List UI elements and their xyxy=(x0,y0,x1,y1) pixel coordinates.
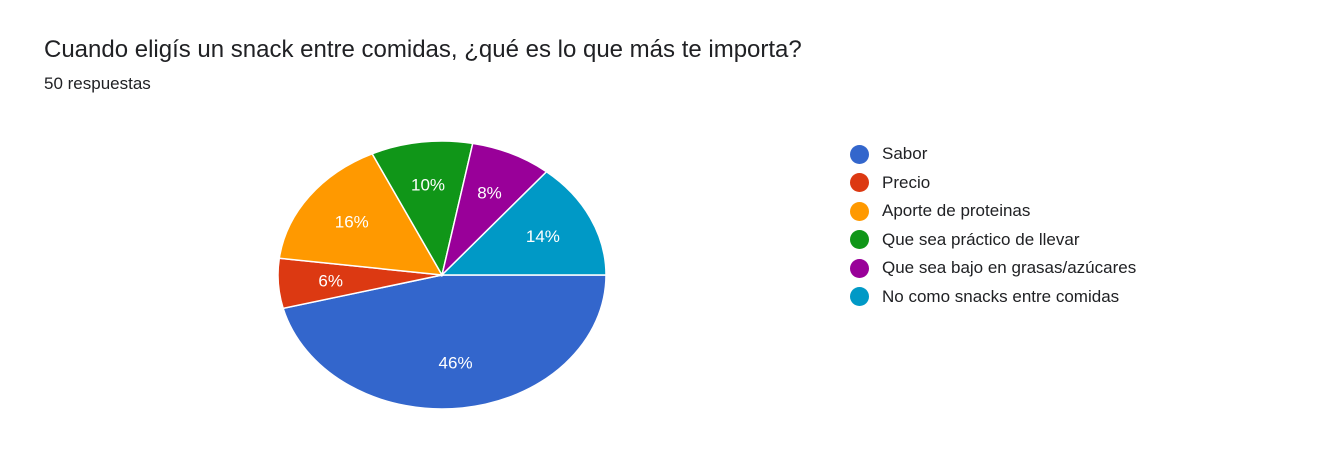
legend-swatch xyxy=(850,287,869,307)
slice-label-que-sea-bajo-en-grasas-azucares: 8% xyxy=(477,184,502,203)
legend-swatch xyxy=(850,144,869,164)
pie-slice-aporte-de-proteinas[interactable] xyxy=(278,152,444,276)
slice-label-sabor: 46% xyxy=(439,354,473,373)
legend-swatch xyxy=(850,173,869,193)
pie-slice-que-sea-practico-de-llevar[interactable] xyxy=(371,140,474,278)
pie-slice-no-como-snacks-entre-comidas[interactable] xyxy=(440,170,607,276)
legend-label: Que sea práctico de llevar xyxy=(882,229,1080,249)
legend-label: Precio xyxy=(882,172,931,192)
legend-item-aporte-proteinas[interactable]: Aporte de proteinas xyxy=(850,197,1136,226)
legend-item-precio[interactable]: Precio xyxy=(850,169,1136,198)
slice-label-que-sea-practico-de-llevar: 10% xyxy=(411,176,445,195)
legend: Sabor Precio Aporte de proteinas Que sea… xyxy=(850,140,1136,311)
chart-title: Cuando eligís un snack entre comidas, ¿q… xyxy=(44,36,802,63)
legend-item-bajo-grasas[interactable]: Que sea bajo en grasas/azúcares xyxy=(850,254,1136,283)
legend-swatch xyxy=(850,201,869,221)
pie-slice-sabor[interactable] xyxy=(282,274,607,410)
slice-label-precio: 6% xyxy=(318,272,343,291)
legend-swatch xyxy=(850,230,869,250)
legend-item-practico[interactable]: Que sea práctico de llevar xyxy=(850,226,1136,255)
slice-label-aporte-de-proteinas: 16% xyxy=(335,212,369,231)
legend-label: Sabor xyxy=(882,144,928,164)
legend-label: Aporte de proteinas xyxy=(882,201,1031,221)
slice-label-no-como-snacks-entre-comidas: 14% xyxy=(526,227,560,246)
legend-item-no-snacks[interactable]: No como snacks entre comidas xyxy=(850,283,1136,312)
response-count: 50 respuestas xyxy=(44,74,151,93)
legend-label: No como snacks entre comidas xyxy=(882,286,1120,306)
legend-item-sabor[interactable]: Sabor xyxy=(850,140,1136,169)
legend-label: Que sea bajo en grasas/azúcares xyxy=(882,258,1137,278)
legend-swatch xyxy=(850,258,869,278)
